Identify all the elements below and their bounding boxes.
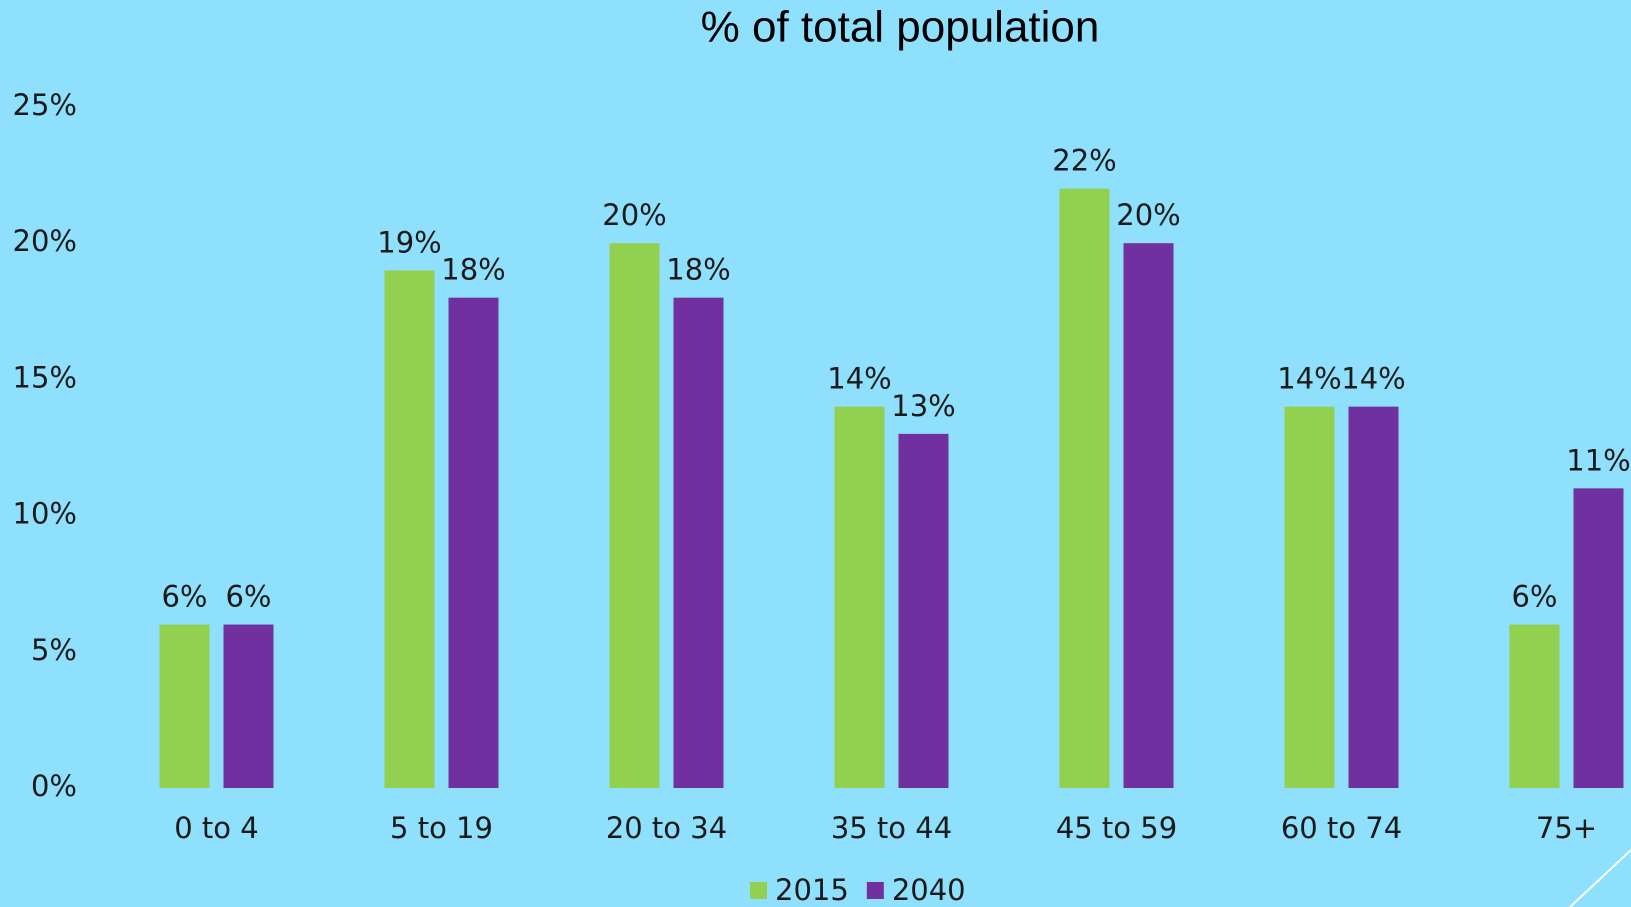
bar [834,406,885,788]
x-tick-label: 5 to 19 [390,811,493,845]
chart-title: % of total population [701,3,1100,52]
bar [898,433,949,788]
bar [223,624,274,788]
bar [448,297,499,788]
legend-label: 2040 [892,873,966,907]
y-tick-label: 10% [13,497,77,531]
legend-swatch [750,882,767,899]
bar [384,270,435,788]
data-label: 18% [441,253,505,287]
bar [159,624,210,788]
data-label: 20% [1116,198,1180,232]
bar [1509,624,1560,788]
corner-decoration [1569,849,1631,907]
x-tick-label: 60 to 74 [1281,811,1402,845]
x-tick-label: 45 to 59 [1056,811,1177,845]
data-label: 19% [377,225,441,259]
bar [1284,406,1335,788]
x-tick-label: 0 to 4 [174,811,258,845]
data-label: 6% [1511,580,1557,614]
data-label: 20% [602,198,666,232]
data-label: 11% [1566,443,1630,477]
bar [1573,488,1624,788]
bar [609,243,660,788]
bar [1123,243,1174,788]
data-label: 13% [891,389,955,423]
y-tick-label: 0% [31,769,77,803]
legend-swatch [866,882,884,899]
data-label: 18% [666,253,730,287]
legend-label: 2015 [775,873,849,907]
y-tick-label: 20% [13,224,77,258]
data-label: 14% [1277,362,1341,396]
y-tick-label: 15% [13,360,77,394]
x-tick-label: 20 to 34 [606,811,727,845]
x-tick-label: 75+ [1536,811,1597,845]
bar [673,297,724,788]
y-tick-label: 25% [13,88,77,122]
data-label: 22% [1052,144,1116,178]
bar [1059,188,1110,789]
x-tick-label: 35 to 44 [831,811,952,845]
y-tick-label: 5% [31,633,77,667]
data-label: 6% [161,580,207,614]
data-label: 14% [1341,362,1405,396]
data-label: 14% [827,362,891,396]
bar [1348,406,1399,788]
data-label: 6% [225,580,271,614]
